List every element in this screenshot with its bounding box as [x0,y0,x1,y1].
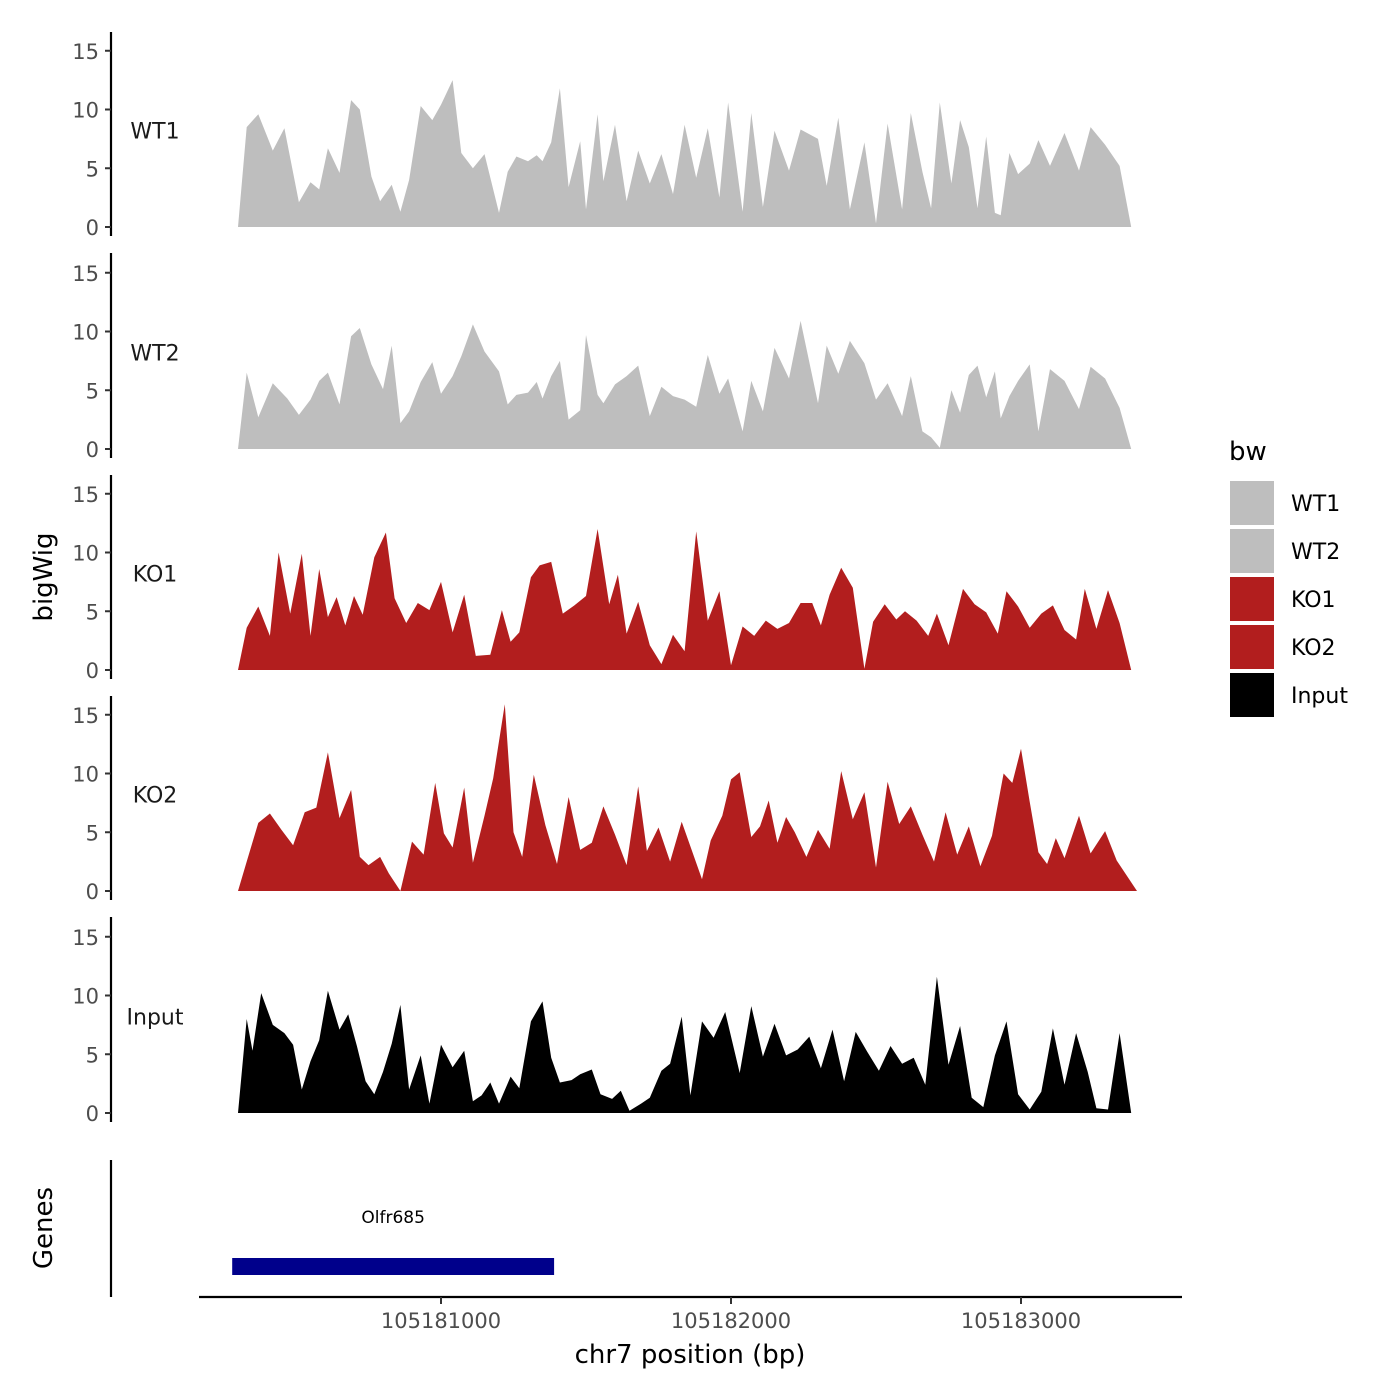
gene-label: Olfr685 [361,1208,425,1228]
track-label: Input [127,1006,184,1031]
legend-entry: KO1 [1228,575,1336,623]
track-label: KO2 [133,784,178,809]
y-tick-label: 5 [86,821,99,845]
legend-label: Input [1291,684,1348,709]
x-axis-title: chr7 position (bp) [575,1340,806,1370]
y-tick-label: 0 [86,1102,99,1126]
x-ticks: 105181000 105182000 105183000 [381,1297,1081,1333]
legend-label: WT1 [1291,492,1340,517]
x-tick-label: 105182000 [671,1309,791,1333]
track-area-input [238,976,1132,1113]
genes-layer: Olfr685 [232,1208,555,1275]
y-tick-label: 10 [72,985,99,1009]
y-tick-label: 5 [86,600,99,624]
track-wt2: 0 5 10 15 WT2 [72,253,1132,462]
legend-entry: WT1 [1228,479,1340,527]
legend-entry: Input [1228,671,1348,719]
y-tick-label: 15 [72,40,99,64]
x-tick-label: 105183000 [961,1309,1081,1333]
legend-title: bw [1229,437,1267,467]
legend-label: KO2 [1291,636,1336,661]
legend: bw WT1 WT2 KO1 KO2 Input [1228,437,1348,719]
gene-bar [232,1258,555,1275]
track-area-wt2 [238,320,1132,449]
y-tick-label: 0 [86,438,99,462]
y-tick-label: 0 [86,216,99,240]
y-tick-label: 5 [86,379,99,403]
genes-panel: Genes Olfr685 [29,1160,555,1297]
track-area-ko1 [238,529,1132,670]
legend-key [1228,527,1276,575]
legend-entry: WT2 [1228,527,1340,575]
y-tick-label: 15 [72,262,99,286]
track-ko1: 0 5 10 15 KO1 [72,475,1132,683]
legend-entries: WT1 WT2 KO1 KO2 Input [1228,479,1348,719]
y-axis-title: bigWig [29,532,59,621]
y-tick-label: 10 [72,542,99,566]
track-ko2: 0 5 10 15 KO2 [72,696,1137,904]
y-tick-label: 0 [86,880,99,904]
x-tick-label: 105181000 [381,1309,501,1333]
legend-label: KO1 [1291,588,1336,613]
y-tick-label: 10 [72,763,99,787]
legend-key [1228,479,1276,527]
y-tick-label: 15 [72,926,99,950]
y-tick-label: 15 [72,704,99,728]
track-area-wt1 [238,80,1132,227]
legend-label: WT2 [1291,540,1340,565]
x-axis: 105181000 105182000 105183000 chr7 positio… [199,1295,1182,1370]
y-tick-label: 5 [86,157,99,181]
legend-key [1228,623,1276,671]
legend-key [1228,575,1276,623]
legend-entry: KO2 [1228,623,1336,671]
y-tick-label: 10 [72,99,99,123]
tracks-layer: 0 5 10 15 WT1 0 5 10 15 WT2 0 5 10 15 KO1 0 5 10 15 KO2 0 5 10… [72,32,1137,1126]
y-tick-label: 10 [72,321,99,345]
track-label: WT2 [130,342,179,367]
legend-key [1228,671,1276,719]
track-label: WT1 [130,120,179,145]
track-wt1: 0 5 10 15 WT1 [72,32,1132,240]
y-tick-label: 5 [86,1043,99,1067]
y-tick-label: 0 [86,659,99,683]
y-tick-label: 15 [72,483,99,507]
genes-axis-title: Genes [29,1187,59,1269]
track-label: KO1 [133,563,178,588]
track-input: 0 5 10 15 Input [72,917,1132,1126]
track-area-ko2 [238,704,1137,891]
